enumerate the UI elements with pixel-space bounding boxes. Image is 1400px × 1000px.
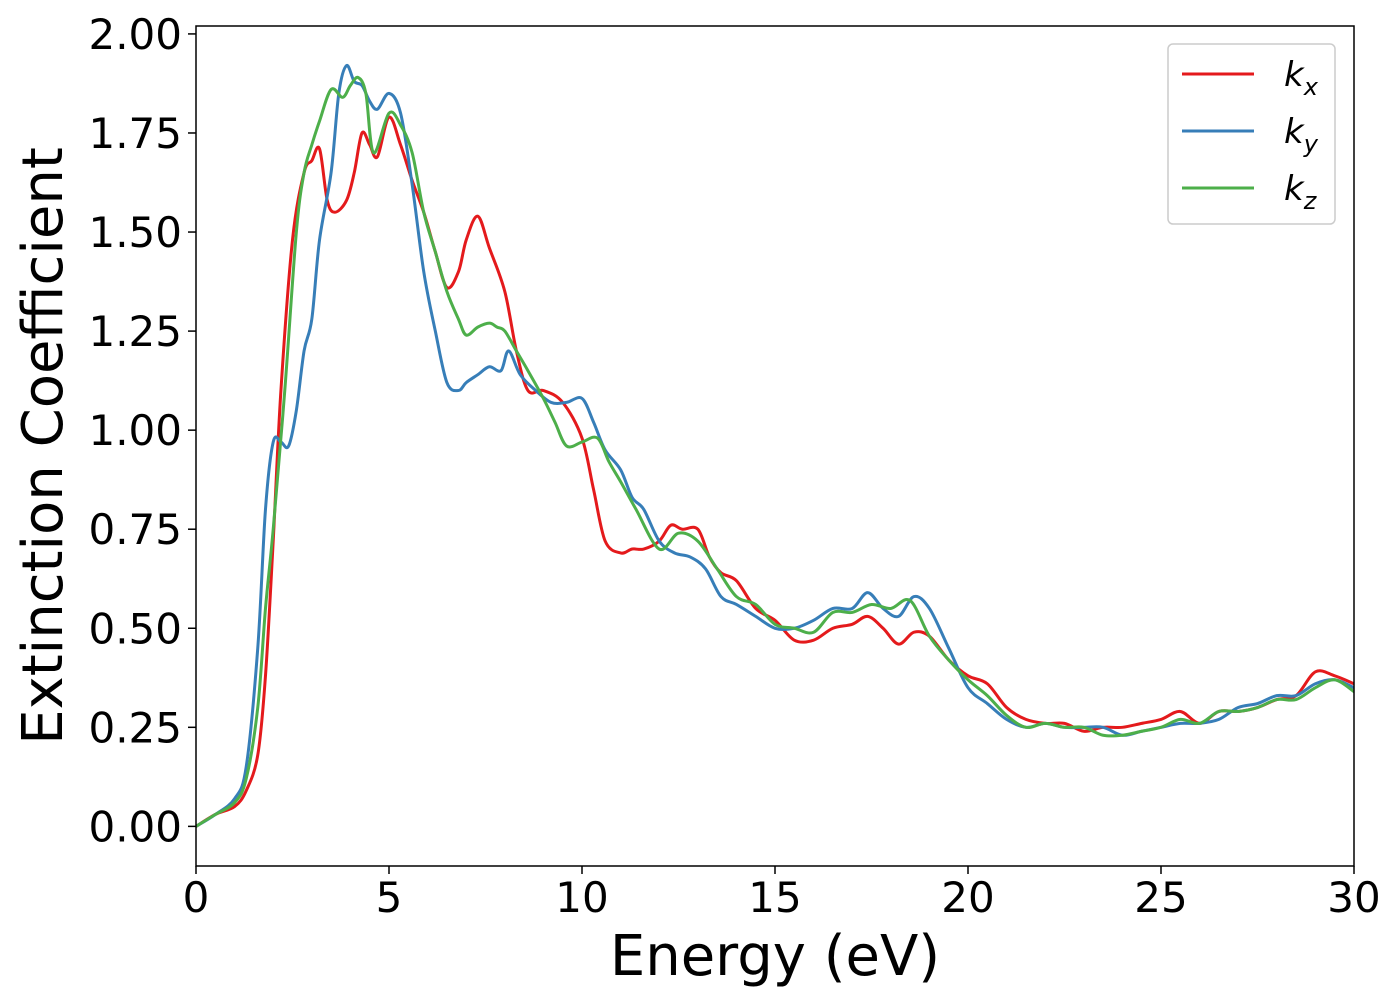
x-tick-label: 5: [376, 873, 403, 922]
x-axis-ticks: 0 5 10 15 20 25 30: [183, 866, 1381, 922]
legend-box: [1167, 43, 1336, 225]
x-tick-label: 10: [555, 873, 608, 922]
series-line-ky: [196, 64, 1354, 828]
y-tick-label: 1.50: [88, 208, 182, 257]
x-tick-label: 20: [941, 873, 994, 922]
y-axis-ticks: 0.00 0.25 0.50 0.75 1.00 1.25 1.50 1.75 2.00: [88, 10, 196, 851]
y-tick-label: 2.00: [88, 10, 182, 59]
y-tick-label: 0.50: [88, 604, 182, 653]
series-line-kz: [196, 75, 1354, 828]
y-tick-label: 1.25: [88, 307, 182, 356]
y-axis-title: Extinction Coefficient: [11, 147, 76, 745]
legend-label-kx: kx: [1284, 55, 1319, 101]
x-tick-label: 0: [183, 873, 210, 922]
y-tick-label: 1.75: [88, 109, 182, 158]
legend: kx ky kz: [1167, 43, 1336, 225]
x-tick-label: 30: [1327, 873, 1380, 922]
legend-label-kz: kz: [1284, 169, 1318, 215]
legend-label-ky: ky: [1284, 112, 1319, 158]
x-axis-title: Energy (eV): [610, 924, 940, 989]
y-tick-label: 0.75: [88, 505, 182, 554]
x-tick-label: 15: [748, 873, 801, 922]
y-tick-label: 0.25: [88, 703, 182, 752]
y-tick-label: 0.00: [88, 802, 182, 851]
x-tick-label: 25: [1134, 873, 1187, 922]
series-layer: [196, 64, 1354, 828]
y-tick-label: 1.00: [88, 406, 182, 455]
